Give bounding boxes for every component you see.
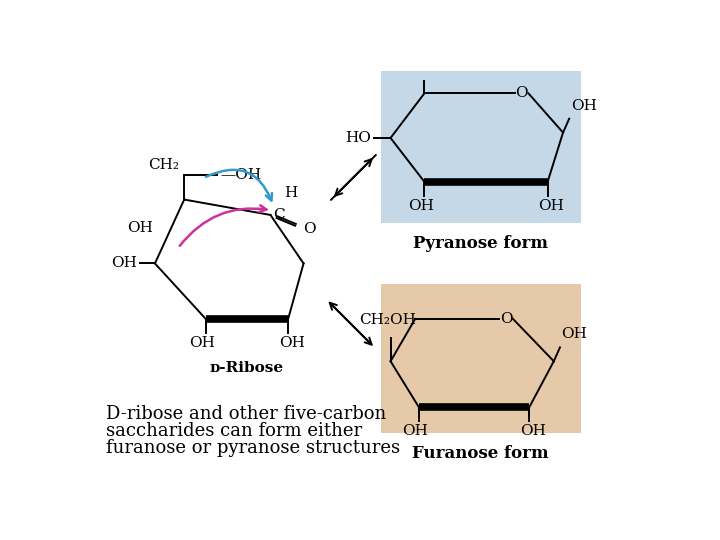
FancyArrowPatch shape	[336, 155, 376, 195]
FancyArrowPatch shape	[206, 170, 272, 200]
Text: OH: OH	[539, 199, 564, 213]
Text: C: C	[273, 208, 284, 222]
Text: OH: OH	[127, 221, 153, 235]
FancyArrowPatch shape	[331, 159, 372, 200]
Text: OH: OH	[402, 424, 428, 438]
Text: O: O	[500, 312, 513, 326]
Text: H: H	[284, 186, 297, 200]
Text: OH: OH	[408, 199, 433, 213]
Text: —OH: —OH	[220, 168, 261, 182]
Text: furanose or pyranose structures: furanose or pyranose structures	[106, 439, 400, 457]
Text: O: O	[303, 222, 315, 236]
FancyArrowPatch shape	[180, 205, 266, 246]
Bar	[381, 284, 581, 433]
FancyArrowPatch shape	[331, 304, 372, 345]
Text: HO: HO	[346, 131, 372, 145]
Text: OH: OH	[279, 336, 305, 350]
Text: saccharides can form either: saccharides can form either	[106, 422, 361, 440]
Text: CH₂: CH₂	[148, 158, 179, 172]
Text: O: O	[515, 86, 528, 100]
Bar	[381, 71, 581, 222]
Text: Pyranose form: Pyranose form	[413, 235, 548, 252]
FancyArrowPatch shape	[330, 303, 371, 343]
Text: OH: OH	[520, 424, 546, 438]
Text: OH: OH	[112, 256, 138, 271]
Text: ᴅ-Ribose: ᴅ-Ribose	[210, 361, 284, 375]
Text: Furanose form: Furanose form	[413, 445, 549, 462]
Text: CH₂OH: CH₂OH	[359, 313, 416, 327]
Text: OH: OH	[189, 336, 215, 350]
Text: D-ribose and other five-carbon: D-ribose and other five-carbon	[106, 405, 386, 423]
Text: OH: OH	[562, 327, 588, 341]
Text: OH: OH	[571, 98, 597, 112]
